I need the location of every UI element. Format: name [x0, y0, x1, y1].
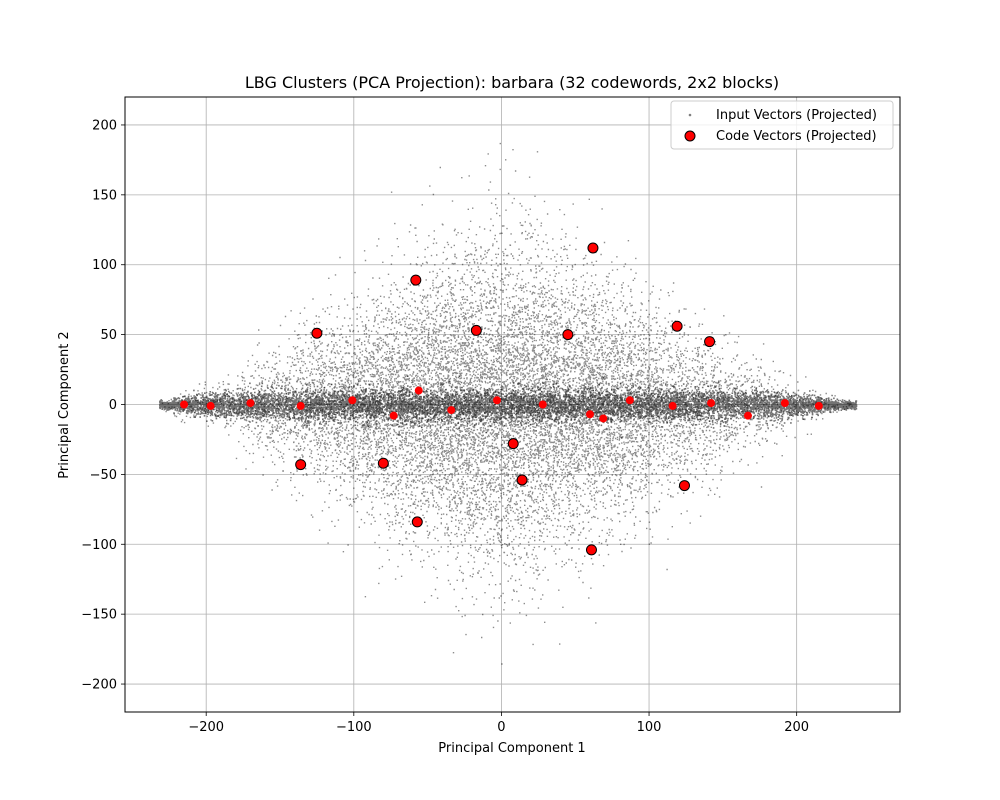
y-tick-label: −150	[81, 608, 117, 623]
code-vector-point	[296, 401, 305, 410]
code-vector-point	[586, 410, 594, 419]
x-tick-label: 100	[637, 720, 662, 735]
code-vector-point	[678, 480, 690, 492]
code-vector-point	[410, 274, 422, 286]
x-tick-label: 200	[784, 720, 809, 735]
code-vector-point	[587, 242, 599, 254]
code-vector-point	[625, 396, 634, 405]
y-tick-label: 50	[100, 328, 117, 343]
code-vector-point	[389, 411, 398, 420]
x-tick-label: 0	[497, 720, 505, 735]
code-vector-point	[538, 400, 547, 409]
x-tick-label: −200	[188, 720, 224, 735]
code-vector-point	[585, 544, 597, 556]
code-vector-point	[671, 320, 683, 332]
legend: Input Vectors (Projected) Code Vectors (…	[670, 100, 894, 150]
legend-label-code-vectors: Code Vectors (Projected)	[716, 129, 877, 144]
legend-label-input-vectors: Input Vectors (Projected)	[716, 108, 877, 123]
y-tick-label: −50	[90, 468, 117, 483]
y-tick-label: −200	[81, 678, 117, 693]
code-vector-point	[348, 396, 357, 405]
code-vector-point	[704, 336, 716, 348]
code-vector-point	[414, 386, 423, 395]
code-vector-point	[493, 396, 501, 405]
y-tick-label: 200	[92, 118, 117, 133]
y-tick-label: 0	[109, 398, 117, 413]
code-vector-point	[668, 401, 677, 410]
y-axis-label: Principal Component 2	[57, 331, 72, 478]
x-axis-ticks: −200 −100 0 100 200	[188, 712, 809, 735]
code-vector-point	[411, 516, 423, 528]
code-vector-point	[599, 414, 608, 423]
code-vector-point	[707, 399, 716, 408]
code-vector-point	[562, 329, 574, 341]
code-vector-point	[743, 411, 752, 420]
legend-marker-code-vectors	[684, 130, 696, 142]
y-tick-label: −100	[81, 538, 117, 553]
code-vector-point	[377, 457, 389, 469]
code-vectors-series	[180, 242, 823, 556]
x-tick-label: −100	[336, 720, 372, 735]
y-axis-ticks: −200 −150 −100 −50 0 50 100 150 200	[81, 118, 125, 693]
code-vector-point	[246, 399, 255, 408]
code-vector-point	[516, 474, 528, 486]
code-vector-point	[180, 400, 189, 409]
code-vector-point	[295, 459, 307, 471]
y-tick-label: 150	[92, 188, 117, 203]
legend-box	[670, 100, 894, 150]
code-vector-point	[780, 399, 789, 408]
code-vector-point	[206, 401, 215, 410]
chart-title: LBG Clusters (PCA Projection): barbara (…	[245, 73, 779, 92]
code-vector-point	[470, 324, 482, 336]
x-axis-label: Principal Component 1	[438, 741, 585, 756]
code-vector-point	[814, 401, 823, 410]
y-tick-label: 100	[92, 258, 117, 273]
legend-marker-input-vectors	[688, 113, 692, 117]
code-vector-point	[507, 438, 519, 450]
code-vector-point	[447, 406, 456, 415]
code-vector-point	[311, 327, 323, 339]
